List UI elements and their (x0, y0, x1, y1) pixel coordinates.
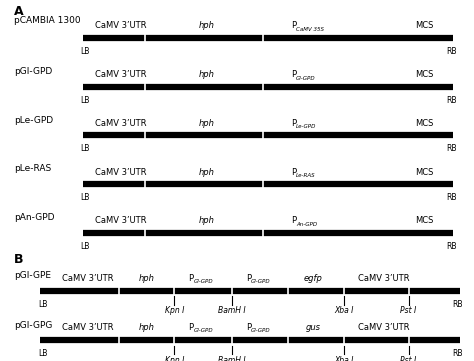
Text: RB: RB (447, 242, 457, 251)
Text: P: P (246, 274, 251, 283)
Text: hph: hph (198, 21, 214, 30)
Text: MCS: MCS (415, 21, 433, 30)
Text: RB: RB (452, 300, 463, 309)
Text: hph: hph (139, 323, 155, 332)
Text: RB: RB (447, 193, 457, 202)
Text: CaMV 3’UTR: CaMV 3’UTR (358, 323, 410, 332)
Text: Pst I: Pst I (401, 356, 417, 361)
Text: LB: LB (81, 47, 90, 56)
Text: RB: RB (447, 144, 457, 153)
Text: Kpn I: Kpn I (165, 306, 184, 315)
Text: pGl-GPG: pGl-GPG (14, 321, 53, 330)
Text: P: P (291, 119, 296, 128)
Text: MCS: MCS (415, 119, 433, 128)
Text: Xba I: Xba I (334, 306, 353, 315)
Text: Gl-GPD: Gl-GPD (296, 75, 316, 81)
Text: egfp: egfp (303, 274, 322, 283)
Text: LB: LB (81, 96, 90, 105)
Text: hph: hph (198, 119, 214, 128)
Text: Le-GPD: Le-GPD (296, 124, 317, 129)
Text: Gl-GPD: Gl-GPD (251, 279, 271, 284)
Text: pCAMBIA 1300: pCAMBIA 1300 (14, 16, 81, 25)
Text: CaMV 3’UTR: CaMV 3’UTR (95, 21, 146, 30)
Text: hph: hph (198, 70, 214, 79)
Text: B: B (14, 253, 24, 266)
Text: P: P (291, 168, 296, 177)
Text: P: P (291, 70, 296, 79)
Text: LB: LB (81, 144, 90, 153)
Text: BamH I: BamH I (219, 306, 246, 315)
Text: CaMV 3’UTR: CaMV 3’UTR (62, 323, 113, 332)
Text: Kpn I: Kpn I (165, 356, 184, 361)
Text: CaMV 3’UTR: CaMV 3’UTR (95, 70, 146, 79)
Text: CaMV 35S: CaMV 35S (296, 27, 324, 32)
Text: P: P (291, 216, 296, 225)
Text: pLe-GPD: pLe-GPD (14, 116, 54, 125)
Text: BamH I: BamH I (219, 356, 246, 361)
Text: MCS: MCS (415, 168, 433, 177)
Text: CaMV 3’UTR: CaMV 3’UTR (358, 274, 410, 283)
Text: RB: RB (452, 349, 463, 358)
Text: P: P (291, 21, 296, 30)
Text: pAn-GPD: pAn-GPD (14, 213, 55, 222)
Text: hph: hph (198, 216, 214, 225)
Text: CaMV 3’UTR: CaMV 3’UTR (95, 216, 146, 225)
Text: pGl-GPE: pGl-GPE (14, 271, 51, 280)
Text: Gl-GPD: Gl-GPD (251, 328, 271, 333)
Text: RB: RB (447, 96, 457, 105)
Text: LB: LB (81, 242, 90, 251)
Text: P: P (188, 274, 193, 283)
Text: Pst I: Pst I (401, 306, 417, 315)
Text: P: P (246, 323, 251, 332)
Text: RB: RB (447, 47, 457, 56)
Text: pLe-RAS: pLe-RAS (14, 164, 52, 173)
Text: Xba I: Xba I (334, 356, 353, 361)
Text: MCS: MCS (415, 216, 433, 225)
Text: pGl-GPD: pGl-GPD (14, 67, 53, 76)
Text: CaMV 3’UTR: CaMV 3’UTR (95, 119, 146, 128)
Text: Gl-GPD: Gl-GPD (193, 279, 213, 284)
Text: LB: LB (38, 349, 47, 358)
Text: LB: LB (81, 193, 90, 202)
Text: MCS: MCS (415, 70, 433, 79)
Text: gus: gus (305, 323, 320, 332)
Text: P: P (188, 323, 193, 332)
Text: An-GPD: An-GPD (296, 222, 318, 227)
Text: hph: hph (198, 168, 214, 177)
Text: Le-RAS: Le-RAS (296, 173, 316, 178)
Text: LB: LB (38, 300, 47, 309)
Text: CaMV 3’UTR: CaMV 3’UTR (62, 274, 113, 283)
Text: hph: hph (139, 274, 155, 283)
Text: Gl-GPD: Gl-GPD (193, 328, 213, 333)
Text: CaMV 3’UTR: CaMV 3’UTR (95, 168, 146, 177)
Text: A: A (14, 5, 24, 18)
